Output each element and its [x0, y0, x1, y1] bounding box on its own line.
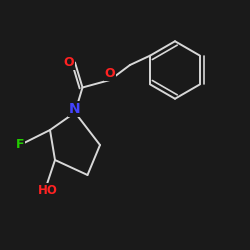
Text: O: O: [64, 56, 74, 69]
Text: N: N: [69, 102, 81, 116]
Text: O: O: [105, 67, 115, 80]
Text: HO: HO: [38, 184, 58, 196]
Text: F: F: [16, 138, 24, 151]
